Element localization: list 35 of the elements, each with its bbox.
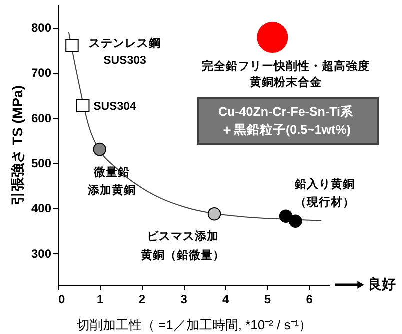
x-tick-label: 6 — [306, 292, 314, 306]
x-tick-label: 4 — [222, 292, 230, 306]
point — [257, 22, 288, 53]
x-tick-label: 3 — [180, 292, 188, 306]
point — [208, 207, 222, 221]
annotation: ＋黒鉛粒子(0.5~1wt%) — [221, 123, 351, 137]
point — [279, 210, 293, 223]
annotation: 黄銅粉末合金 — [249, 75, 322, 89]
text: 良好 — [368, 276, 396, 292]
y-tick-label: 400 — [31, 202, 52, 216]
x-axis-title: 切削加工性（ =1／加工時間, *10⁻² / s⁻¹） — [76, 318, 312, 332]
y-tick-label: 600 — [31, 111, 52, 126]
annotation: 添加黄銅 — [87, 183, 136, 197]
point — [93, 142, 106, 156]
point — [76, 99, 90, 112]
annotation: 黄銅（鉛微量） — [140, 248, 225, 262]
annotation: 鉛入り黄銅 — [294, 177, 355, 191]
x-tick-label: 5 — [264, 292, 272, 306]
y-tick-label: 800 — [31, 21, 52, 36]
x-tick-label: 1 — [97, 292, 104, 306]
point — [66, 39, 79, 52]
annotation: （現行材） — [295, 195, 355, 209]
y-axis-title: 引張強さ TS (MPa) — [9, 86, 26, 206]
x-tick-label: 0 — [58, 292, 66, 306]
point — [289, 214, 302, 228]
annotation: ビスマス添加 — [147, 229, 219, 243]
y-tick-label: 500 — [31, 156, 52, 171]
x-tick-label: 2 — [138, 292, 146, 306]
y-tick-label: 700 — [31, 66, 52, 80]
annotation: 完全鉛フリー快削性・超高強度 — [202, 59, 370, 73]
annotation: SUS304 — [94, 101, 138, 113]
y-tick-label: 300 — [31, 246, 52, 261]
annotation: Cu-40Zn-Cr-Fe-Sn-Ti系 — [218, 104, 354, 119]
annotation: ステンレス鋼 — [89, 37, 161, 50]
annotation: SUS303 — [104, 55, 146, 67]
